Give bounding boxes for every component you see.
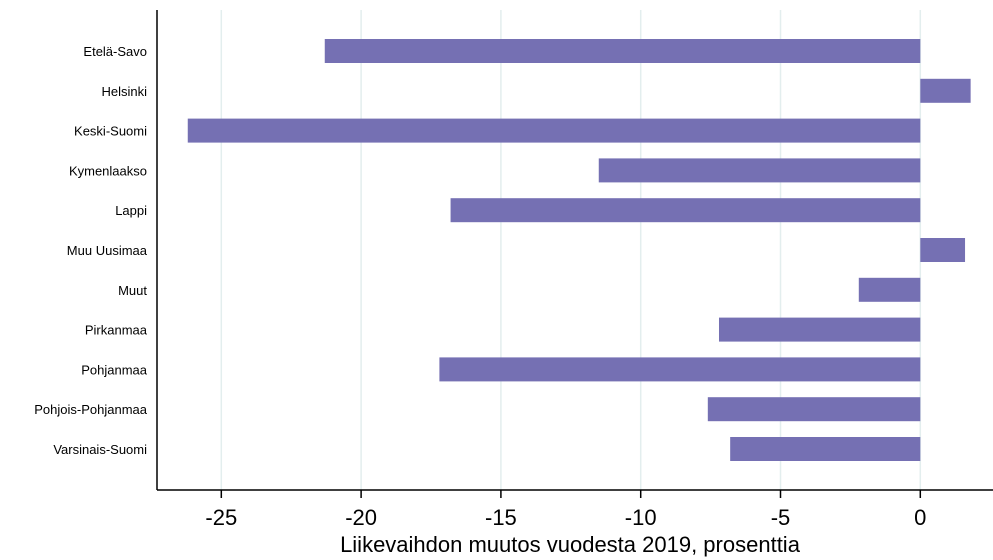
x-tick-label: -10 xyxy=(625,505,657,530)
category-label: Pirkanmaa xyxy=(85,323,148,338)
category-label: Helsinki xyxy=(101,84,147,99)
x-tick-label: -25 xyxy=(205,505,237,530)
bar xyxy=(858,277,921,302)
x-tick-label: -20 xyxy=(345,505,377,530)
x-tick-label: 0 xyxy=(914,505,926,530)
x-ticks: -25 -20 -15 -10 -5 0 xyxy=(205,490,926,530)
category-label: Varsinais-Suomi xyxy=(53,442,147,457)
axes xyxy=(156,10,993,491)
category-label: Etelä-Savo xyxy=(83,44,147,59)
bar xyxy=(187,118,921,143)
bar xyxy=(920,238,966,262)
bar xyxy=(324,39,921,63)
x-axis-title: Liikevaihdon muutos vuodesta 2019, prose… xyxy=(340,532,801,557)
bar xyxy=(920,78,971,103)
bar xyxy=(598,158,921,183)
x-tick-label: -5 xyxy=(771,505,791,530)
bars xyxy=(187,39,971,461)
category-label: Pohjanmaa xyxy=(81,362,148,377)
category-label: Muut xyxy=(118,283,147,298)
category-label: Muu Uusimaa xyxy=(67,243,148,258)
bar xyxy=(718,317,921,342)
category-label: Kymenlaakso xyxy=(69,163,147,178)
bar xyxy=(730,437,921,461)
category-labels: Etelä-Savo Helsinki Keski-Suomi Kymenlaakso… xyxy=(34,44,148,457)
bar xyxy=(707,397,921,422)
bar xyxy=(439,357,921,382)
category-label: Pohjois-Pohjanmaa xyxy=(34,402,148,417)
category-label: Lappi xyxy=(115,203,147,218)
bar xyxy=(450,198,921,223)
category-label: Keski-Suomi xyxy=(74,124,147,139)
x-tick-label: -15 xyxy=(485,505,517,530)
